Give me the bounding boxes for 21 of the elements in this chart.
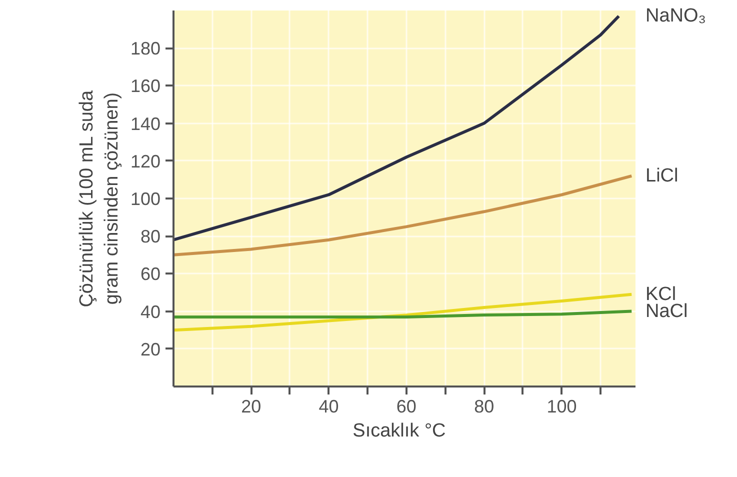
x-tick-label: 60 <box>396 396 416 416</box>
line-series <box>174 174 634 256</box>
y-tick-label: 140 <box>130 114 161 134</box>
x-tick-label: 100 <box>546 396 577 416</box>
x-tick-label: 80 <box>474 396 494 416</box>
x-tick-label: 40 <box>318 396 339 416</box>
y-tick-label: 100 <box>130 189 161 209</box>
y-tick-label: 80 <box>140 226 161 247</box>
x-tick-label: 20 <box>241 396 262 416</box>
line-series <box>174 14 620 242</box>
y-tick-label: 120 <box>130 151 161 172</box>
y-tick-label: 40 <box>140 302 161 322</box>
series-label: LiCl <box>646 165 678 186</box>
series-label: NaNO₃ <box>646 6 706 27</box>
y-tick-label: 160 <box>130 76 161 96</box>
y-tick-label: 60 <box>140 264 161 284</box>
line-series <box>174 292 634 332</box>
y-axis-title: Çözünürlük (100 mL suda gram cinsinden çözünen) <box>76 90 122 308</box>
y-tick-label: 180 <box>130 38 161 59</box>
x-axis-title: Sıcaklık °C <box>352 420 446 442</box>
y-tick-label: 20 <box>140 339 161 360</box>
